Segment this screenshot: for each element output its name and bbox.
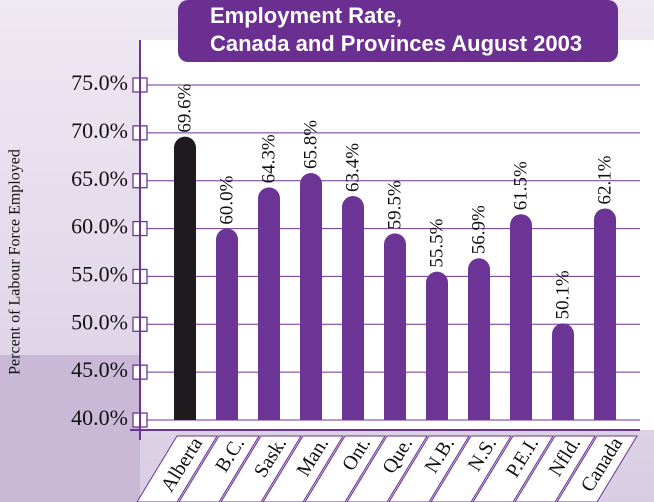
bar [342,196,364,420]
label-tab [430,435,512,502]
chart-title: Employment Rate, [210,3,402,28]
y-tick-label: 60.0% [71,214,128,239]
label-tab [514,435,596,502]
value-label: 65.8% [300,120,321,169]
title-box [178,0,618,62]
bar [300,173,322,420]
label-tab [346,435,428,502]
y-tick-label: 55.0% [71,261,128,286]
label-tab [220,435,302,502]
label-tab [178,435,260,502]
label-tab [388,435,470,502]
bar [594,208,616,420]
value-label: 50.1% [552,270,573,319]
bar [510,214,532,420]
bar [468,258,490,420]
value-label: 63.4% [342,143,363,192]
bar [258,187,280,420]
label-tab [262,435,344,502]
y-tick-label: 65.0% [71,166,128,191]
value-label: 64.3% [258,134,279,183]
label-tab [472,435,554,502]
value-label: 56.9% [468,205,489,254]
y-tick-label: 70.0% [71,118,128,143]
background-band [0,355,140,502]
chart-title: Canada and Provinces August 2003 [210,31,582,56]
y-tick-label: 45.0% [71,357,128,382]
bar [552,323,574,420]
value-label: 62.1% [594,155,615,204]
y-tick-label: 75.0% [71,70,128,95]
value-label: 55.5% [426,218,447,267]
bar [384,233,406,420]
bar [216,228,238,420]
value-label: 61.5% [510,161,531,210]
value-label: 59.5% [384,180,405,229]
bar [174,136,196,420]
value-label: 60.0% [216,175,237,224]
y-tick-label: 50.0% [71,309,128,334]
value-label: 69.6% [174,83,195,132]
label-tab [556,435,638,502]
label-tab [136,435,218,502]
y-axis-label: Percent of Labour Force Employed [7,149,24,375]
y-tick-label: 40.0% [71,405,128,430]
label-tab [304,435,386,502]
bar [426,271,448,420]
